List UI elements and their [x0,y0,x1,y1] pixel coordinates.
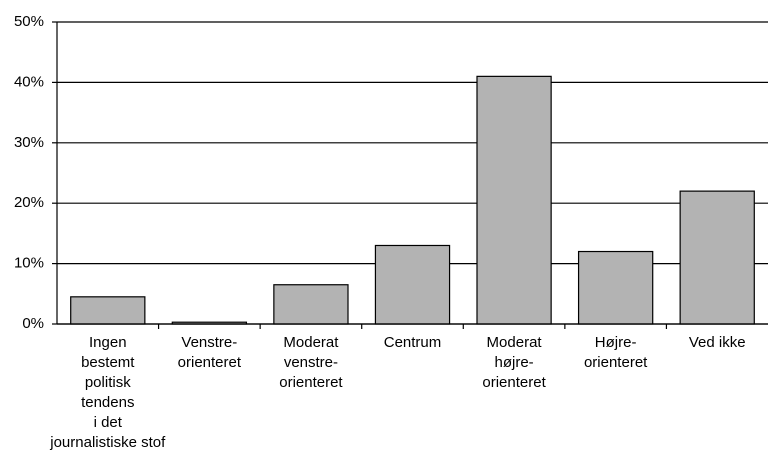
x-tick-label: Moderat venstre-orienteret [279,334,343,391]
x-tick-label: Moderat højre-orienteret [482,334,546,391]
x-tick-label: Venstre-orienteret [178,334,242,371]
x-tick-label: Højre-orienteret [584,334,648,371]
y-tick-label: 50% [14,13,44,30]
y-tick-label: 10% [14,255,44,272]
y-tick-label: 30% [14,134,44,151]
bar [577,250,654,325]
y-tick-label: 0% [22,315,44,332]
bar [679,190,755,325]
x-tick-label: Ved ikke [689,334,746,351]
bar [476,75,552,325]
bar [70,296,146,325]
x-tick-label: Centrum [384,334,442,351]
x-tick-label: Ingen bestemt politisk tendens i det journali… [49,334,166,451]
y-tick-label: 20% [14,194,44,211]
bar [374,244,451,325]
y-tick-label: 40% [14,73,44,90]
bar [273,284,349,325]
